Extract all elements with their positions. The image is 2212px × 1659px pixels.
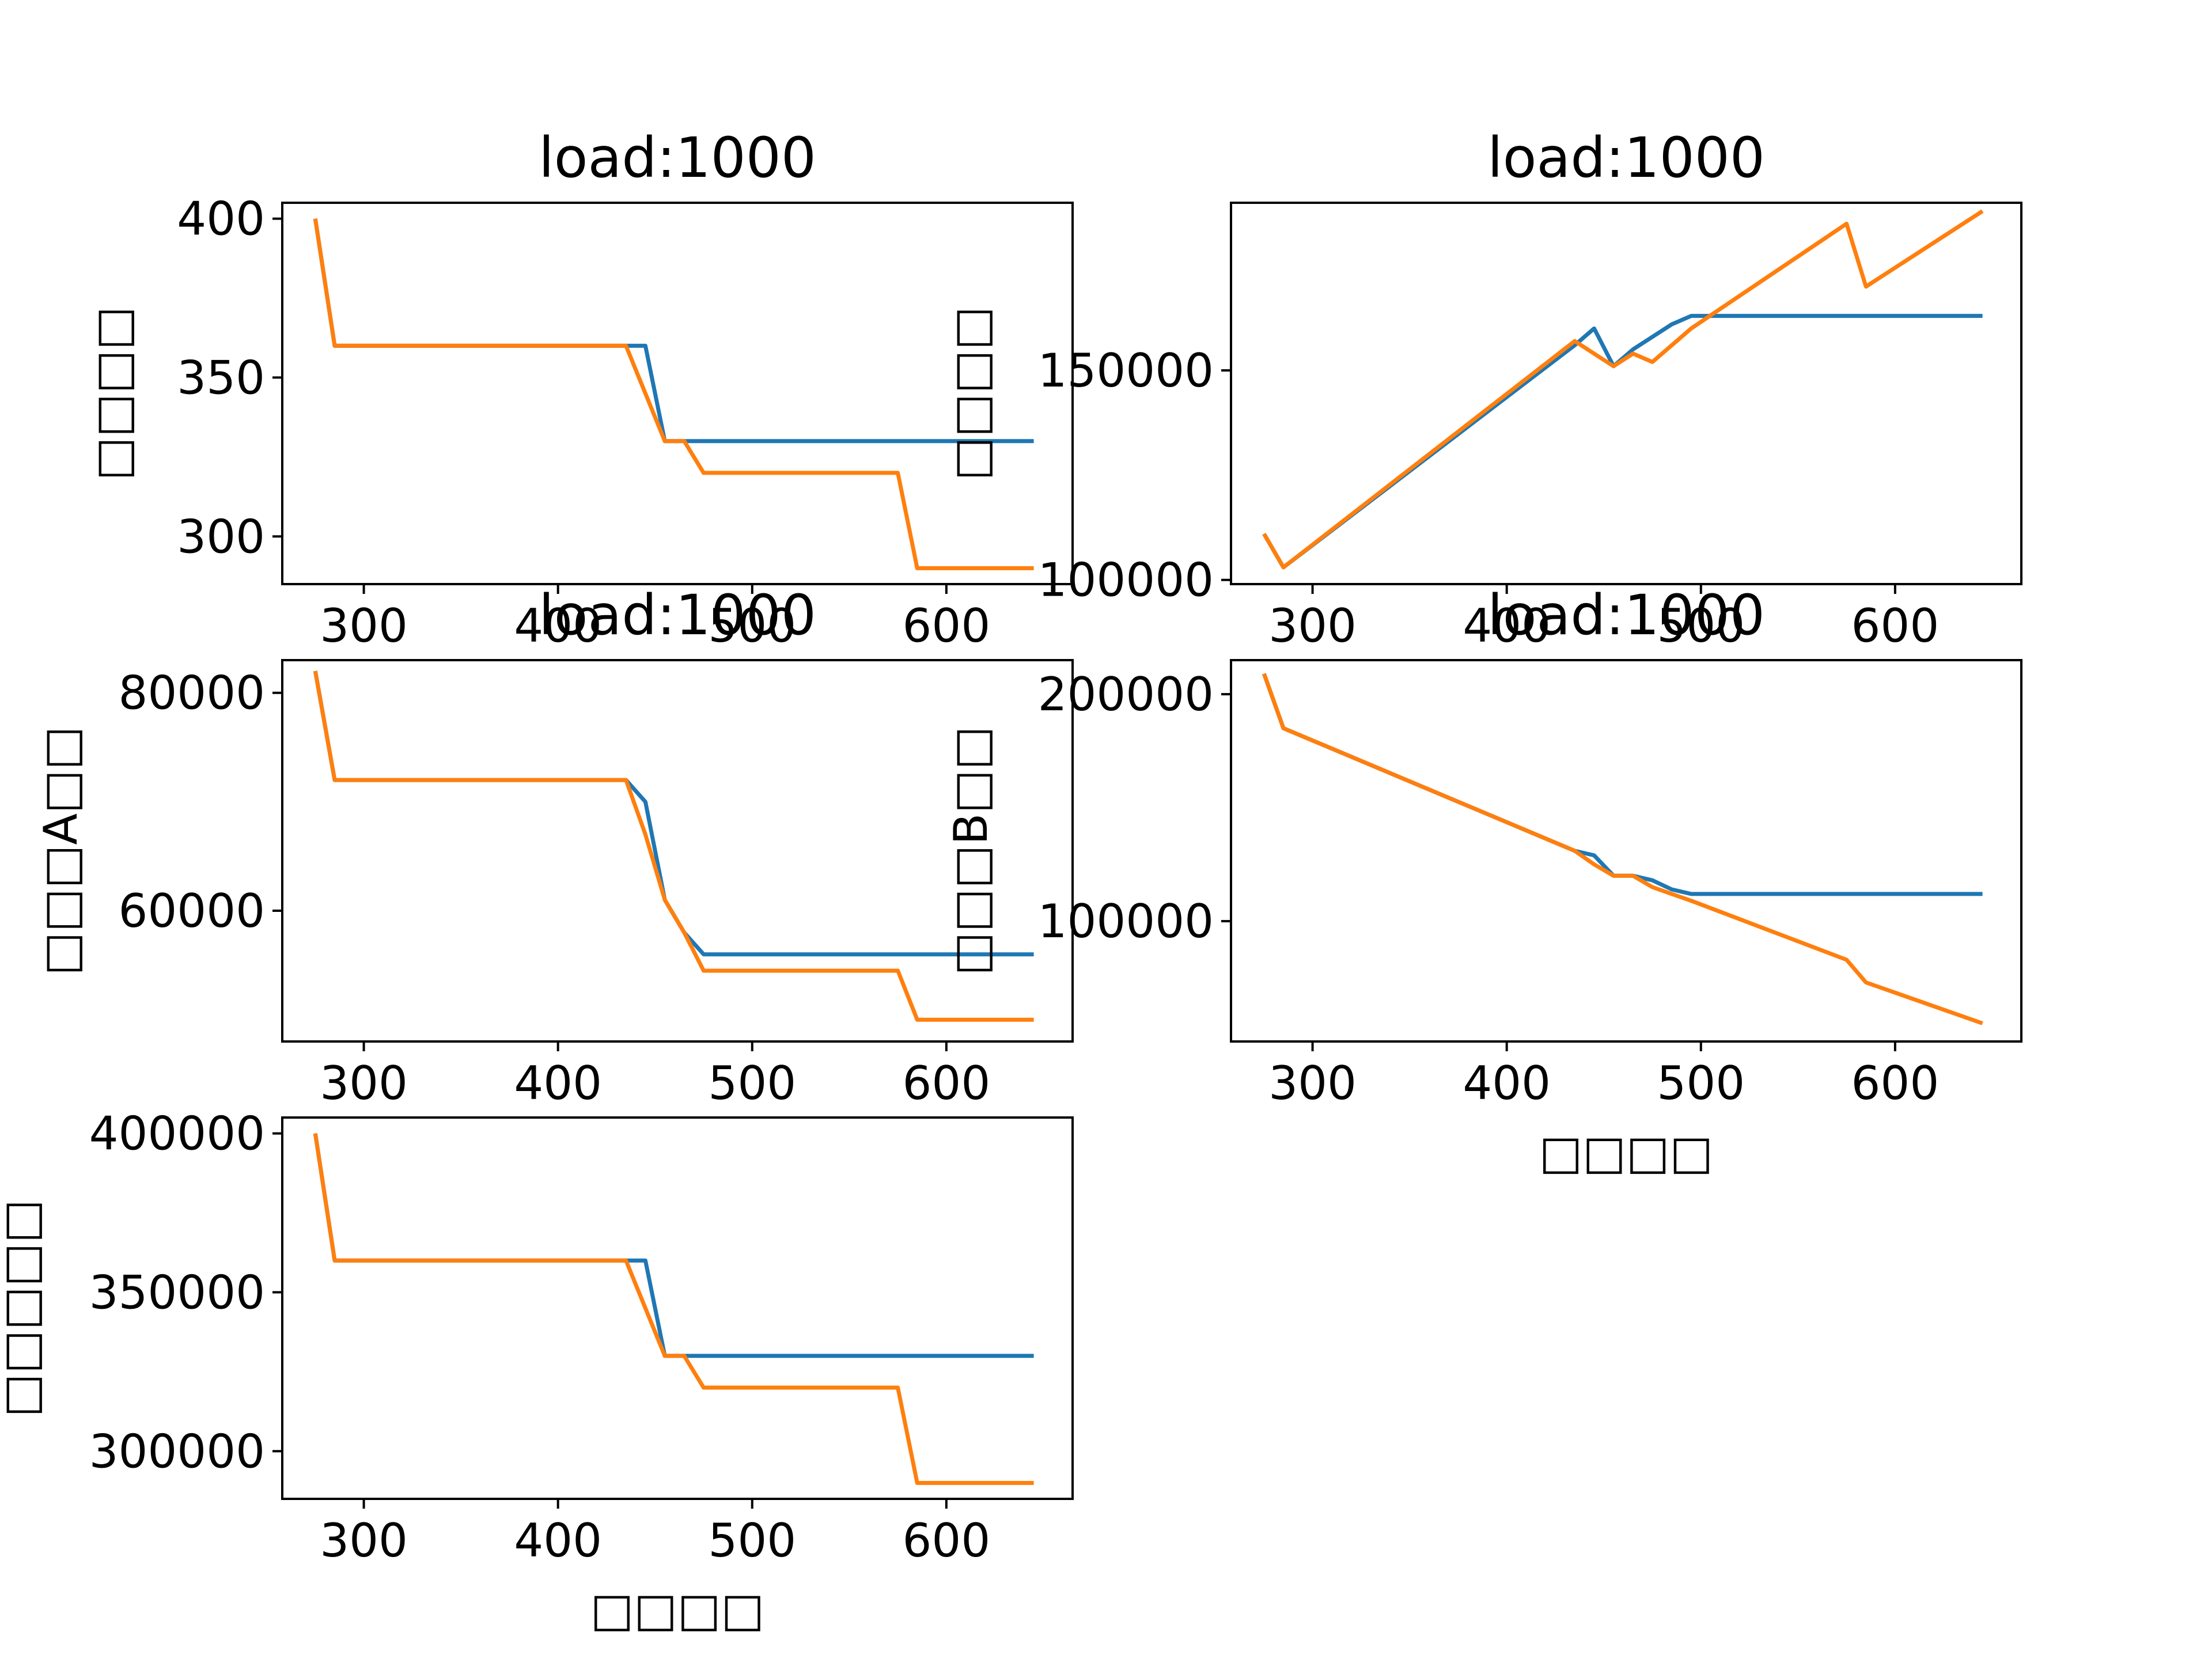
y-tick-label: 150000 [1038, 344, 1214, 397]
x-tick-label: 400 [1463, 1056, 1551, 1110]
y-axis-label: □□□□ [944, 306, 998, 480]
x-tick-label: 600 [903, 599, 991, 653]
x-axis-label: □□□□ [590, 1583, 764, 1637]
y-axis-label: □□□A□□ [34, 726, 88, 976]
y-axis-label: □□□□□ [0, 1199, 47, 1417]
y-tick-label: 300000 [89, 1425, 265, 1478]
x-tick-label: 500 [708, 1514, 796, 1567]
x-tick-label: 400 [514, 1056, 602, 1110]
series-1-line [1262, 313, 1983, 570]
series-1-line [1262, 673, 1983, 896]
y-axis-label: □□□□ [86, 306, 139, 480]
x-tick-label: 300 [320, 1514, 408, 1567]
x-tick-label: 300 [1268, 1056, 1357, 1110]
x-tick-label: 500 [708, 599, 796, 653]
x-tick-label: 400 [514, 1514, 602, 1567]
x-tick-label: 300 [320, 1056, 408, 1110]
axes-frame [281, 1116, 1074, 1500]
x-axis-label: □□□□ [1539, 1126, 1713, 1179]
series-2-line [1262, 673, 1983, 1025]
y-tick-label: 350000 [89, 1266, 265, 1319]
series-1-line [313, 218, 1034, 444]
chart-title: load:1000 [539, 583, 816, 647]
x-tick-label: 600 [1851, 1056, 1940, 1110]
y-tick-label: 200000 [1038, 668, 1214, 721]
subplot-4: 300 400 500 600 100000 200000 load:1000 □□□□ □□□… [944, 583, 2022, 1179]
y-tick-label: 300 [177, 510, 265, 563]
chart-title: load:1000 [1487, 583, 1765, 647]
x-tick-label: 400 [1463, 599, 1551, 653]
chart-title: load:1000 [1487, 126, 1765, 190]
x-tick-label: 300 [1268, 599, 1357, 653]
y-tick-label: 400 [177, 192, 265, 246]
y-tick-label: 80000 [119, 666, 266, 720]
y-tick-label: 100000 [1038, 895, 1214, 948]
x-tick-label: 500 [1657, 1056, 1745, 1110]
y-tick-label: 60000 [119, 884, 266, 938]
axes-frame [281, 659, 1074, 1043]
y-axis-label: □□□B□□ [944, 726, 998, 976]
subplot-2: 300 400 500 600 100000 150000 load:1000 □□□□ [944, 126, 2022, 653]
y-tick-label: 400000 [89, 1107, 265, 1161]
chart-title: load:1000 [539, 126, 816, 190]
series-1-line [313, 671, 1034, 957]
y-tick-label: 100000 [1038, 554, 1214, 607]
axes-frame [1230, 659, 2022, 1043]
series-2-line [313, 671, 1034, 1022]
series-2-line [313, 1133, 1034, 1485]
axes-frame [281, 202, 1074, 585]
subplot-3: 300 400 500 600 60000 80000 load:1000 □□□A□□ [34, 583, 1074, 1110]
x-tick-label: 600 [903, 1056, 991, 1110]
series-1-line [313, 1133, 1034, 1358]
series-2-line [1262, 209, 1984, 570]
x-tick-label: 300 [320, 599, 408, 653]
x-tick-label: 500 [708, 1056, 796, 1110]
axes-frame [1230, 202, 2022, 585]
series-2-line [313, 218, 1034, 570]
x-tick-label: 500 [1657, 599, 1745, 653]
x-tick-label: 600 [903, 1514, 991, 1567]
x-tick-label: 400 [514, 599, 602, 653]
x-tick-label: 600 [1851, 599, 1940, 653]
y-tick-label: 350 [177, 351, 265, 404]
